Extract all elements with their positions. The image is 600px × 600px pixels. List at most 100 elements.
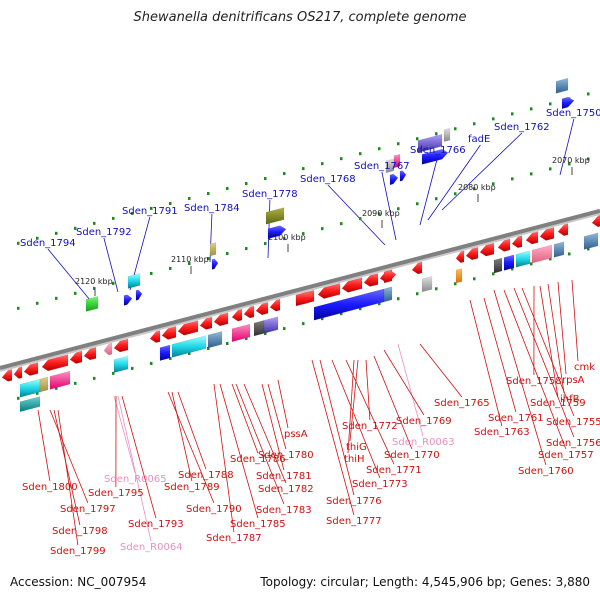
gene-arrow bbox=[213, 312, 229, 327]
gene-arrow bbox=[411, 261, 423, 275]
ring-dot bbox=[36, 391, 39, 395]
bottom-leader-line bbox=[167, 391, 215, 504]
ring-dot bbox=[340, 312, 343, 316]
bottom-gene-label: Sden_R0065 bbox=[104, 474, 167, 485]
gene-block bbox=[515, 250, 531, 268]
bottom-gene-label: Sden_1770 bbox=[384, 450, 440, 461]
ring-dot bbox=[435, 197, 438, 201]
bottom-gene-label: Sden_1785 bbox=[230, 519, 286, 530]
gene-block bbox=[555, 77, 569, 94]
gene-block bbox=[421, 275, 433, 293]
ring-dot bbox=[359, 152, 362, 156]
genome-backbone bbox=[0, 208, 600, 372]
ring-dot bbox=[93, 376, 96, 380]
gene-arrow bbox=[389, 173, 399, 186]
ring-dot bbox=[530, 172, 533, 176]
top-leader-line bbox=[559, 118, 575, 176]
backbone-line bbox=[0, 208, 600, 370]
ring-dot bbox=[492, 182, 495, 186]
top-leader-line bbox=[441, 132, 523, 211]
ring-dot bbox=[74, 226, 77, 230]
ring-dot bbox=[435, 287, 438, 291]
ring-dot bbox=[169, 356, 172, 360]
bottom-leader-line bbox=[503, 289, 567, 450]
top-gene-label: Sden_1791 bbox=[122, 206, 178, 217]
bottom-leader-line bbox=[419, 343, 463, 398]
bottom-leader-line bbox=[469, 299, 503, 427]
ring-dot bbox=[207, 257, 210, 261]
kbp-tick-label: 2090 kbp bbox=[362, 209, 400, 218]
ring-dot bbox=[17, 241, 20, 245]
ring-dot bbox=[454, 127, 457, 131]
gene-arrow bbox=[525, 231, 539, 245]
leader-lines bbox=[37, 118, 579, 546]
ring-dot bbox=[112, 216, 115, 220]
bottom-gene-label: ihfB bbox=[560, 394, 580, 405]
bottom-gene-label: Sden_1769 bbox=[396, 416, 452, 427]
bottom-gene-label: Sden_1781 bbox=[256, 471, 312, 482]
ring-dot bbox=[264, 177, 267, 181]
bottom-leader-line bbox=[121, 395, 157, 519]
gene-block bbox=[127, 272, 141, 289]
bottom-gene-label: Sden_R0064 bbox=[120, 542, 183, 553]
bottom-leader-line bbox=[219, 383, 259, 519]
gene-arrow bbox=[383, 270, 397, 284]
kbp-tick-label: 2100 kbp bbox=[268, 233, 306, 242]
kbp-tick-label: 2070 kbp bbox=[552, 156, 590, 165]
gene-block bbox=[385, 158, 395, 174]
gene-block bbox=[171, 335, 207, 358]
bottom-leader-line bbox=[347, 359, 355, 454]
ring-dot bbox=[188, 351, 191, 355]
ring-dot bbox=[492, 117, 495, 121]
bottom-leader-line bbox=[571, 279, 579, 362]
ring-dot bbox=[93, 286, 96, 290]
bottom-leader-line bbox=[171, 391, 193, 482]
gene-block bbox=[383, 286, 393, 303]
gene-block bbox=[253, 320, 265, 337]
top-gene-label: Sden_1792 bbox=[76, 227, 132, 238]
ring-dot bbox=[378, 212, 381, 216]
ring-dot bbox=[511, 112, 514, 116]
ring-dot bbox=[150, 361, 153, 365]
gene-block bbox=[493, 257, 503, 274]
gene-arrow bbox=[269, 298, 281, 312]
bottom-gene-label: Sden_1760 bbox=[518, 466, 574, 477]
gene-block bbox=[39, 376, 49, 393]
bottom-gene-label: Sden_1776 bbox=[326, 496, 382, 507]
bottom-leader-line bbox=[57, 409, 79, 546]
bottom-gene-label: Sden_1777 bbox=[326, 516, 382, 527]
gene-block bbox=[393, 153, 401, 169]
bottom-leader-line bbox=[521, 287, 575, 417]
ring-dot bbox=[226, 252, 229, 256]
bottom-leader-line bbox=[513, 287, 575, 438]
top-gene-label: Sden_1766 bbox=[410, 145, 466, 156]
ring-dot bbox=[36, 301, 39, 305]
gene-arrow bbox=[23, 362, 39, 376]
ring-dot bbox=[74, 381, 77, 385]
ring-dot bbox=[321, 162, 324, 166]
ring-dot bbox=[511, 267, 514, 271]
gene-block bbox=[49, 370, 71, 390]
gene-arrow bbox=[255, 301, 269, 316]
ring-dot bbox=[416, 137, 419, 141]
ring-dot bbox=[549, 102, 552, 106]
accession-text: Accession: NC_007954 bbox=[10, 575, 147, 589]
ring-dot bbox=[264, 242, 267, 246]
bottom-leader-line bbox=[113, 395, 136, 474]
top-gene-label: Sden_1750 bbox=[546, 108, 600, 119]
ring-dot bbox=[454, 282, 457, 286]
bottom-leader-line bbox=[365, 359, 371, 421]
bottom-leader-line bbox=[37, 409, 51, 482]
bottom-leader-line bbox=[331, 359, 381, 479]
bottom-gene-label: Sden_1797 bbox=[60, 504, 116, 515]
kbp-tick-label: 2110 kbp bbox=[171, 255, 209, 264]
ring-dot bbox=[93, 221, 96, 225]
ring-dot bbox=[150, 271, 153, 275]
bottom-gene-label: Sden_1786 bbox=[230, 454, 286, 465]
bottom-gene-label: cmk bbox=[574, 362, 595, 373]
top-leader-line bbox=[427, 144, 481, 221]
ring-dot bbox=[245, 247, 248, 251]
bottom-gene-label: Sden_1795 bbox=[88, 488, 144, 499]
ring-dot bbox=[112, 371, 115, 375]
